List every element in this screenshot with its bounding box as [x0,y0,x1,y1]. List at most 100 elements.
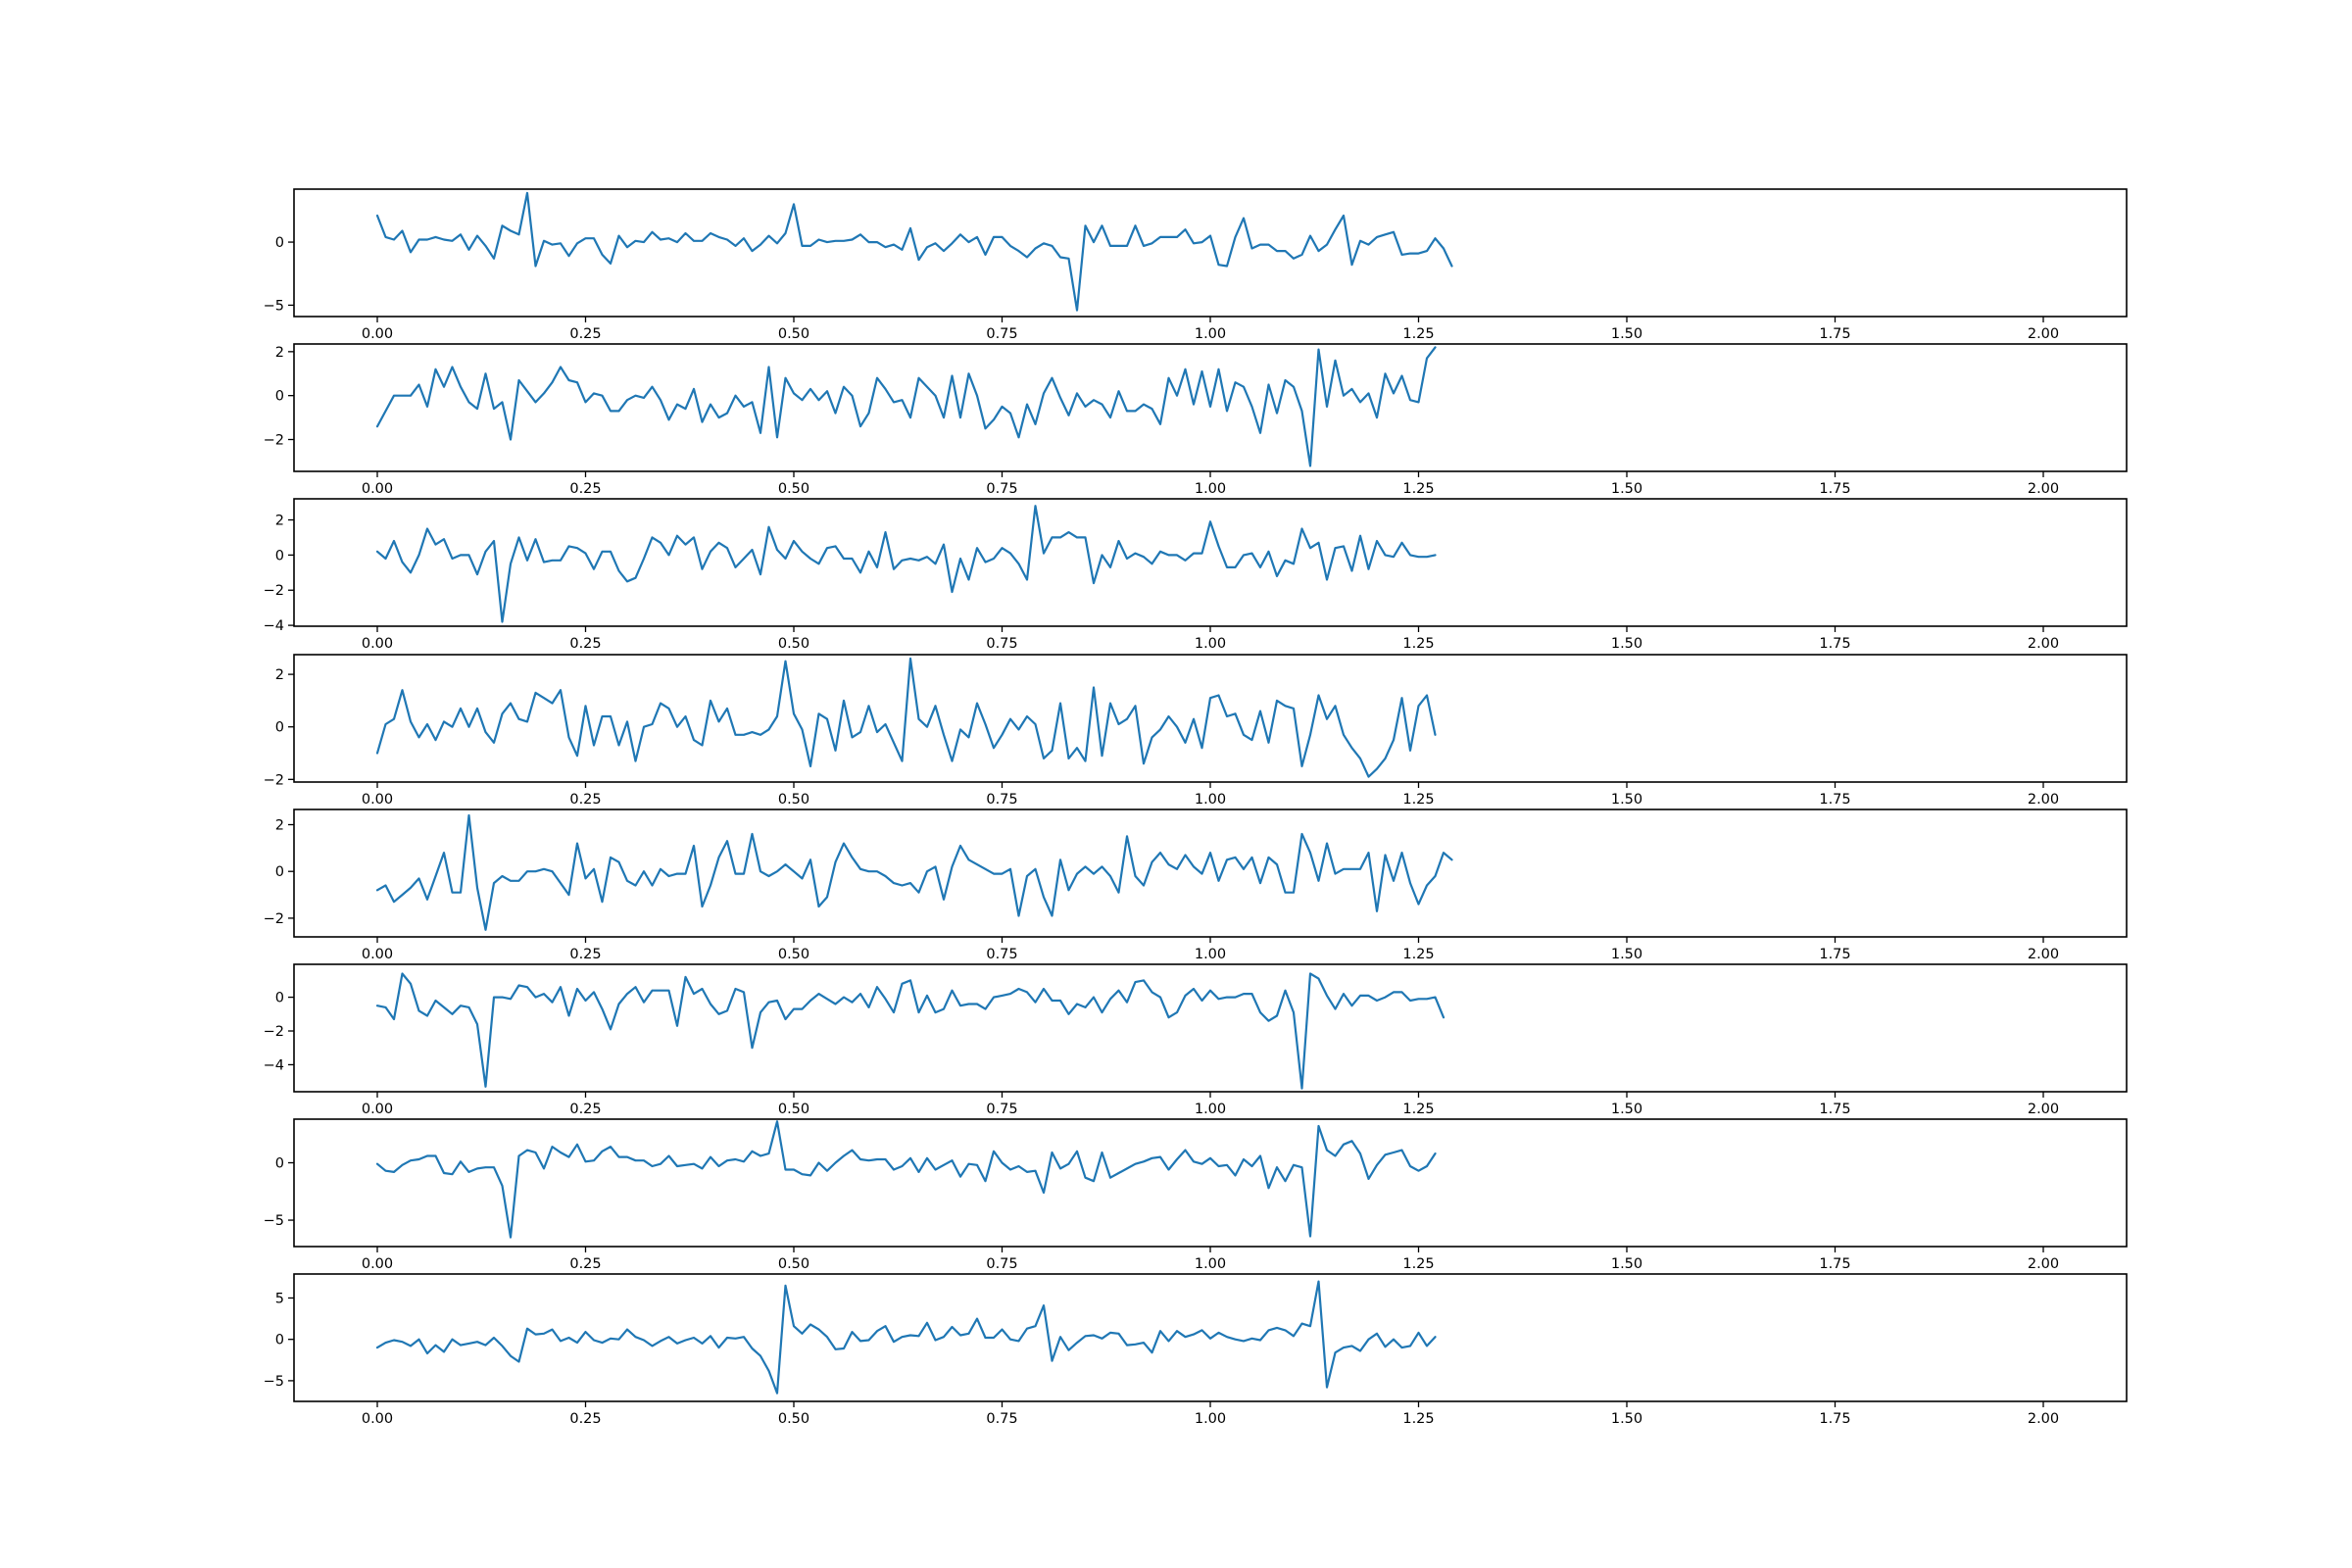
x-tick-label: 1.25 [1402,792,1434,808]
y-tick-label: 0 [275,864,284,880]
x-tick-label: 0.25 [569,1411,601,1427]
x-tick-label: 0.00 [362,947,393,962]
x-tick-label: 1.25 [1402,1411,1434,1427]
subplot-1: 0.00 0.25 0.50 0.75 1.00 1.25 1.50 1.75 2.00 −5 0 [264,188,2128,342]
subplot-5: 0.00 0.25 0.50 0.75 1.00 1.25 1.50 1.75 2.00 −2 0 2 [264,808,2128,962]
x-tick-label: 1.25 [1402,636,1434,652]
y-tick-label: 0 [275,548,284,564]
y-tick-label: −5 [264,298,284,314]
x-tick-label: 1.00 [1195,947,1226,962]
series-line [375,813,1453,931]
series-line [375,1280,1437,1395]
x-tick-label: 2.00 [2028,792,2059,808]
x-tick-label: 0.25 [569,1102,601,1117]
y-tick-label: −5 [264,1374,284,1390]
x-tick-label: 1.00 [1195,1256,1226,1272]
x-tick-label: 2.00 [2028,1256,2059,1272]
series-line [375,346,1437,467]
series-line [375,657,1437,778]
subplot-7: 0.00 0.25 0.50 0.75 1.00 1.25 1.50 1.75 2.00 −5 0 [264,1118,2128,1272]
x-tick-label: 0.00 [362,1102,393,1117]
x-tick-label: 1.00 [1195,326,1226,342]
x-tick-label: 0.25 [569,326,601,342]
x-tick-label: 1.00 [1195,481,1226,497]
x-tick-label: 1.25 [1402,1102,1434,1117]
x-tick-label: 0.00 [362,1256,393,1272]
x-tick-label: 1.75 [1819,636,1850,652]
x-tick-label: 0.25 [569,947,601,962]
subplot-8: 0.00 0.25 0.50 0.75 1.00 1.25 1.50 1.75 2.00 −5 0 5 [264,1273,2128,1427]
x-tick-label: 1.75 [1819,792,1850,808]
x-tick-label: 0.00 [362,792,393,808]
y-tick-label: 0 [275,991,284,1006]
y-tick-label: −2 [264,911,284,927]
series-line [375,191,1453,312]
x-tick-label: 0.75 [986,1411,1017,1427]
x-tick-label: 0.25 [569,481,601,497]
y-tick-label: −4 [264,618,284,634]
y-tick-label: 0 [275,1333,284,1348]
subplot-3: 0.00 0.25 0.50 0.75 1.00 1.25 1.50 1.75 2.00 −4 −2… [264,498,2128,652]
x-tick-label: 2.00 [2028,1102,2059,1117]
x-tick-label: 1.25 [1402,947,1434,962]
x-tick-label: 1.00 [1195,1102,1226,1117]
x-tick-label: 1.75 [1819,481,1850,497]
y-tick-label: 0 [275,235,284,251]
x-tick-label: 1.00 [1195,1411,1226,1427]
x-tick-label: 0.75 [986,481,1017,497]
x-tick-label: 0.25 [569,792,601,808]
x-tick-label: 1.00 [1195,636,1226,652]
x-tick-label: 0.25 [569,636,601,652]
x-tick-label: 0.00 [362,636,393,652]
x-tick-label: 1.75 [1819,1102,1850,1117]
x-tick-label: 2.00 [2028,481,2059,497]
y-tick-label: −5 [264,1213,284,1229]
x-tick-label: 0.75 [986,1256,1017,1272]
x-tick-label: 1.50 [1611,636,1642,652]
y-tick-label: 2 [275,818,284,834]
series-line [375,505,1437,623]
x-tick-label: 0.50 [778,1411,809,1427]
x-tick-label: 0.25 [569,1256,601,1272]
x-tick-label: 0.50 [778,1256,809,1272]
x-tick-label: 1.75 [1819,1256,1850,1272]
x-tick-label: 1.75 [1819,947,1850,962]
x-tick-label: 0.50 [778,326,809,342]
y-tick-label: 5 [275,1291,284,1306]
y-tick-label: 2 [275,667,284,683]
x-tick-label: 0.00 [362,1411,393,1427]
x-tick-label: 1.50 [1611,1411,1642,1427]
x-tick-label: 1.00 [1195,792,1226,808]
x-tick-label: 0.50 [778,481,809,497]
x-tick-label: 1.25 [1402,326,1434,342]
x-tick-label: 0.00 [362,326,393,342]
y-tick-label: −2 [264,433,284,449]
x-tick-label: 2.00 [2028,947,2059,962]
x-tick-label: 1.50 [1611,1102,1642,1117]
x-tick-label: 1.50 [1611,792,1642,808]
y-tick-label: 0 [275,1156,284,1172]
x-tick-label: 0.50 [778,1102,809,1117]
y-tick-label: 0 [275,720,284,736]
x-tick-label: 0.00 [362,481,393,497]
subplot-4: 0.00 0.25 0.50 0.75 1.00 1.25 1.50 1.75 2.00 −2 0 2 [264,654,2128,808]
x-tick-label: 1.25 [1402,481,1434,497]
y-tick-label: −2 [264,1024,284,1040]
x-tick-label: 0.75 [986,792,1017,808]
x-tick-label: 0.75 [986,636,1017,652]
x-tick-label: 0.75 [986,1102,1017,1117]
x-tick-label: 0.50 [778,947,809,962]
x-tick-label: 1.25 [1402,1256,1434,1272]
y-tick-label: −2 [264,583,284,599]
x-tick-label: 1.50 [1611,1256,1642,1272]
series-line [375,1120,1437,1239]
x-tick-label: 0.50 [778,636,809,652]
subplot-6: 0.00 0.25 0.50 0.75 1.00 1.25 1.50 1.75 2.00 −4 −2… [264,963,2128,1117]
x-tick-label: 1.75 [1819,326,1850,342]
subplot-2: 0.00 0.25 0.50 0.75 1.00 1.25 1.50 1.75 2.00 −2 0 2 [264,343,2128,497]
x-tick-label: 1.75 [1819,1411,1850,1427]
y-tick-label: 2 [275,345,284,361]
x-tick-label: 2.00 [2028,326,2059,342]
